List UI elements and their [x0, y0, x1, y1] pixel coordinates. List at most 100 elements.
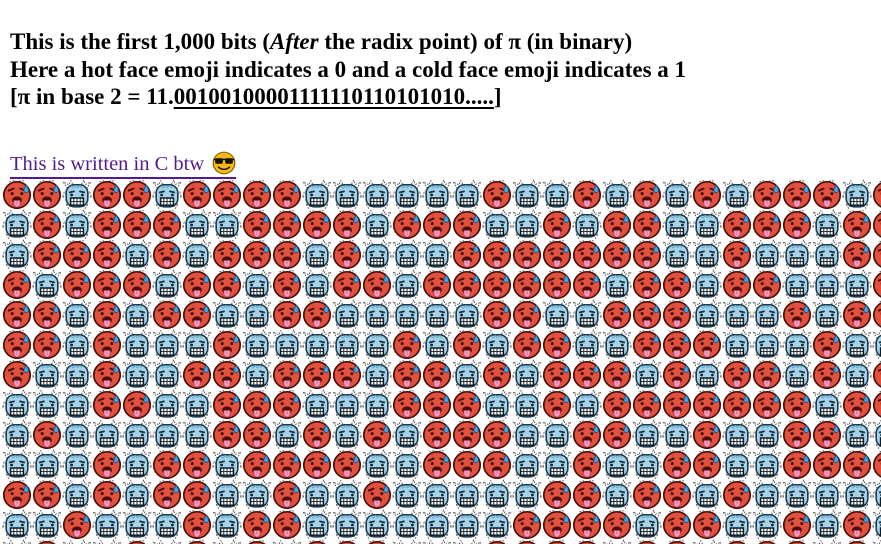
cold-face-emoji-icon	[392, 299, 422, 329]
hot-face-emoji-icon	[632, 389, 662, 419]
hot-face-emoji-icon	[242, 209, 272, 239]
hot-face-emoji-icon	[92, 209, 122, 239]
written-in-c-link[interactable]: This is written in C btw	[10, 151, 237, 179]
cold-face-emoji-icon	[812, 269, 842, 299]
hot-face-emoji-icon	[542, 209, 572, 239]
hot-face-emoji-icon	[272, 299, 302, 329]
cold-face-emoji-icon	[212, 509, 242, 539]
hot-face-emoji-icon	[812, 449, 842, 479]
hot-face-emoji-icon	[752, 209, 782, 239]
hot-face-emoji-icon	[32, 239, 62, 269]
hot-face-emoji-icon	[272, 509, 302, 539]
cold-face-emoji-icon	[692, 539, 722, 544]
hot-face-emoji-icon	[602, 509, 632, 539]
cold-face-emoji-icon	[32, 389, 62, 419]
hot-face-emoji-icon	[812, 419, 842, 449]
cold-face-emoji-icon	[152, 509, 182, 539]
cold-face-emoji-icon	[2, 239, 32, 269]
cold-face-emoji-icon	[662, 179, 692, 209]
cold-face-emoji-icon	[392, 479, 422, 509]
cold-face-emoji-icon	[482, 479, 512, 509]
cold-face-emoji-icon	[302, 269, 332, 299]
hot-face-emoji-icon	[482, 539, 512, 544]
hot-face-emoji-icon	[242, 179, 272, 209]
cold-face-emoji-icon	[752, 419, 782, 449]
hot-face-emoji-icon	[662, 329, 692, 359]
cold-face-emoji-icon	[122, 449, 152, 479]
hot-face-emoji-icon	[152, 479, 182, 509]
hot-face-emoji-icon	[692, 179, 722, 209]
hot-face-emoji-icon	[782, 209, 812, 239]
cold-face-emoji-icon	[2, 539, 32, 544]
hot-face-emoji-icon	[572, 449, 602, 479]
hot-face-emoji-icon	[182, 299, 212, 329]
hot-face-emoji-icon	[542, 479, 572, 509]
hot-face-emoji-icon	[812, 359, 842, 389]
hot-face-emoji-icon	[782, 419, 812, 449]
hot-face-emoji-icon	[212, 269, 242, 299]
cold-face-emoji-icon	[332, 419, 362, 449]
cold-face-emoji-icon	[602, 539, 632, 544]
hot-face-emoji-icon	[572, 359, 602, 389]
cold-face-emoji-icon	[842, 359, 872, 389]
cold-face-emoji-icon	[182, 389, 212, 419]
cold-face-emoji-icon	[812, 539, 842, 544]
cold-face-emoji-icon	[872, 509, 881, 539]
cold-face-emoji-icon	[332, 389, 362, 419]
hot-face-emoji-icon	[32, 179, 62, 209]
hot-face-emoji-icon	[182, 539, 212, 544]
hot-face-emoji-icon	[92, 449, 122, 479]
hot-face-emoji-icon	[392, 329, 422, 359]
hot-face-emoji-icon	[152, 209, 182, 239]
cold-face-emoji-icon	[512, 389, 542, 419]
hot-face-emoji-icon	[32, 419, 62, 449]
hot-face-emoji-icon	[362, 419, 392, 449]
hot-face-emoji-icon	[452, 329, 482, 359]
hot-face-emoji-icon	[2, 479, 32, 509]
cold-face-emoji-icon	[182, 239, 212, 269]
cold-face-emoji-icon	[722, 449, 752, 479]
hot-face-emoji-icon	[602, 389, 632, 419]
hot-face-emoji-icon	[602, 359, 632, 389]
cold-face-emoji-icon	[392, 509, 422, 539]
hot-face-emoji-icon	[92, 329, 122, 359]
cold-face-emoji-icon	[872, 479, 881, 509]
cold-face-emoji-icon	[722, 179, 752, 209]
hot-face-emoji-icon	[152, 239, 182, 269]
cold-face-emoji-icon	[752, 479, 782, 509]
cold-face-emoji-icon	[812, 389, 842, 419]
hot-face-emoji-icon	[722, 539, 752, 544]
hot-face-emoji-icon	[572, 239, 602, 269]
hot-face-emoji-icon	[362, 539, 392, 544]
hot-face-emoji-icon	[872, 239, 881, 269]
cold-face-emoji-icon	[62, 449, 92, 479]
hot-face-emoji-icon	[842, 509, 872, 539]
hot-face-emoji-icon	[182, 179, 212, 209]
cold-face-emoji-icon	[632, 449, 662, 479]
cold-face-emoji-icon	[512, 419, 542, 449]
cold-face-emoji-icon	[602, 329, 632, 359]
hot-face-emoji-icon	[722, 239, 752, 269]
hot-face-emoji-icon	[542, 539, 572, 544]
cold-face-emoji-icon	[422, 179, 452, 209]
cold-face-emoji-icon	[452, 539, 482, 544]
cold-face-emoji-icon	[452, 359, 482, 389]
cold-face-emoji-icon	[782, 359, 812, 389]
emoji-grid	[2, 179, 881, 544]
hot-face-emoji-icon	[272, 389, 302, 419]
cold-face-emoji-icon	[422, 539, 452, 544]
cold-face-emoji-icon	[2, 389, 32, 419]
cold-face-emoji-icon	[122, 479, 152, 509]
hot-face-emoji-icon	[362, 479, 392, 509]
hot-face-emoji-icon	[752, 269, 782, 299]
hot-face-emoji-icon	[62, 509, 92, 539]
cold-face-emoji-icon	[92, 509, 122, 539]
cold-face-emoji-icon	[122, 419, 152, 449]
cold-face-emoji-icon	[422, 329, 452, 359]
hot-face-emoji-icon	[212, 389, 242, 419]
cold-face-emoji-icon	[842, 179, 872, 209]
hot-face-emoji-icon	[152, 299, 182, 329]
hot-face-emoji-icon	[752, 389, 782, 419]
cold-face-emoji-icon	[212, 209, 242, 239]
hot-face-emoji-icon	[32, 299, 62, 329]
